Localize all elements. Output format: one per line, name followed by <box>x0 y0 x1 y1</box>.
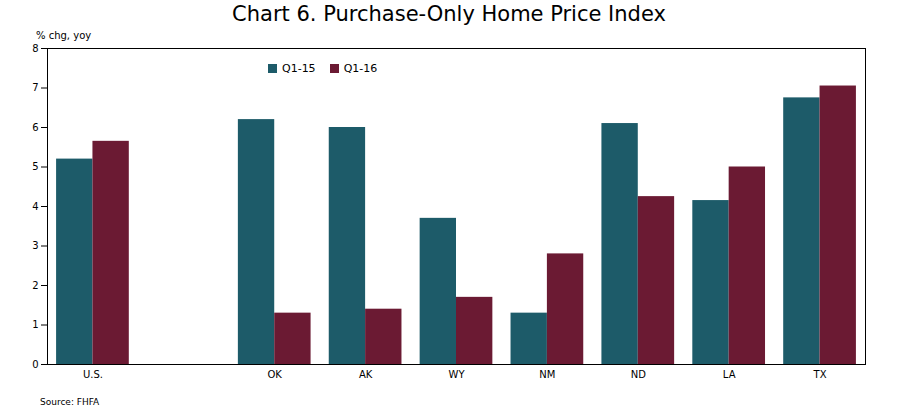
svg-text:6: 6 <box>32 122 38 133</box>
svg-text:TX: TX <box>813 369 827 380</box>
svg-text:U.S.: U.S. <box>83 369 103 380</box>
html-text:% chg, yoy: % chg, yoy <box>36 30 92 41</box>
html-text:Q1-15: Q1-15 <box>282 62 316 75</box>
html-text:Q1-16: Q1-16 <box>343 62 378 75</box>
svg-text:ND: ND <box>631 369 646 380</box>
svg-text:2: 2 <box>32 280 38 291</box>
svg-text:1: 1 <box>32 319 38 330</box>
svg-text:4: 4 <box>32 201 38 212</box>
svg-text:NM: NM <box>539 369 555 380</box>
svg-text:0: 0 <box>32 359 38 370</box>
svg-text:LA: LA <box>723 369 736 380</box>
html-text:Source: FHFA: Source: FHFA <box>40 397 100 407</box>
svg-text:3: 3 <box>32 240 38 251</box>
svg-text:7: 7 <box>32 82 38 93</box>
svg-text:OK: OK <box>268 369 283 380</box>
svg-text:5: 5 <box>32 161 38 172</box>
html-text:Chart 6. Purchase-Only Home Pr: Chart 6. Purchase-Only Home Price Index <box>232 2 666 26</box>
svg-text:WY: WY <box>449 369 466 380</box>
svg-text:8: 8 <box>32 43 38 54</box>
svg-text:AK: AK <box>359 369 373 380</box>
